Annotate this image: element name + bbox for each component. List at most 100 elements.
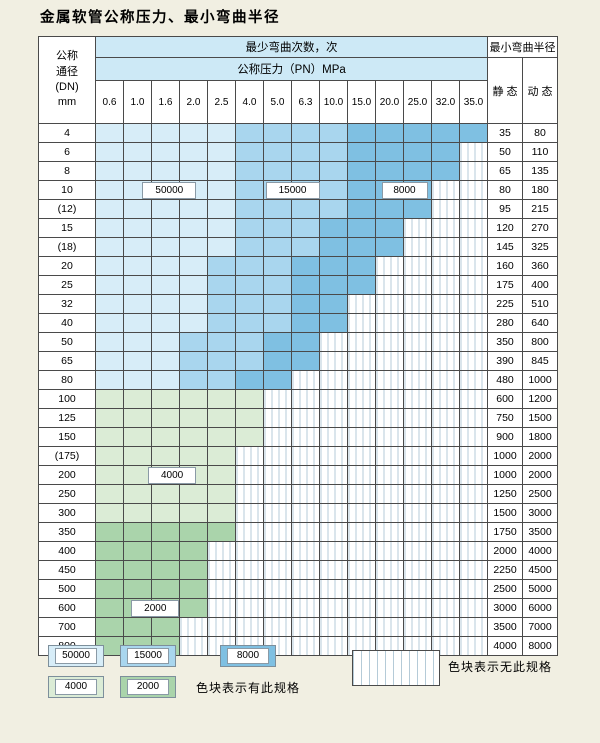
cycle-cell-8000 <box>375 123 404 143</box>
cycle-cell-4000 <box>151 446 180 466</box>
no-spec-cell <box>431 199 460 219</box>
cycle-cell-15000 <box>235 199 264 219</box>
no-spec-cell <box>235 560 264 580</box>
no-spec-cell <box>179 617 208 637</box>
no-spec-cell <box>403 446 432 466</box>
cycle-cell-50000 <box>179 275 208 295</box>
cycle-cell-8000 <box>347 237 376 257</box>
no-spec-cell <box>431 237 460 257</box>
no-spec-cell <box>459 617 488 637</box>
cycle-cell-4000 <box>235 389 264 409</box>
no-spec-cell <box>403 598 432 618</box>
cycle-cell-15000 <box>207 332 236 352</box>
cycle-cell-15000 <box>235 237 264 257</box>
cycle-cell-50000 <box>179 256 208 276</box>
cycle-cell-4000 <box>95 389 124 409</box>
cycle-cell-15000 <box>291 123 320 143</box>
no-spec-cell <box>459 541 488 561</box>
cycle-cell-15000 <box>319 199 348 219</box>
cycle-cell-15000 <box>235 142 264 162</box>
cycle-cell-2000 <box>95 541 124 561</box>
no-spec-cell <box>403 560 432 580</box>
no-spec-cell <box>319 370 348 390</box>
cycle-cell-50000 <box>95 180 124 200</box>
no-spec-cell <box>403 237 432 257</box>
legend-chip-8000: 8000 <box>220 645 276 667</box>
cycle-cell-15000 <box>179 332 208 352</box>
static-radius-cell: 50 <box>487 142 523 162</box>
table-row: 40 280 640 <box>38 313 558 333</box>
cycle-cell-4000 <box>123 408 152 428</box>
no-spec-cell <box>403 351 432 371</box>
cycle-cell-15000 <box>263 161 292 181</box>
cycle-cell-4000 <box>207 408 236 428</box>
no-spec-cell <box>431 275 460 295</box>
no-spec-cell <box>431 446 460 466</box>
legend-row-has-spec-blue: 50000 15000 8000 <box>48 645 368 667</box>
no-spec-cell <box>459 636 488 656</box>
dn-cell: 15 <box>38 218 96 238</box>
no-spec-cell <box>291 465 320 485</box>
table-row: 300 1500 3000 <box>38 503 558 523</box>
legend-chip-4000: 4000 <box>48 676 104 698</box>
no-spec-cell <box>403 389 432 409</box>
table-row: 15 120 270 <box>38 218 558 238</box>
no-spec-cell <box>459 389 488 409</box>
no-spec-cell <box>347 465 376 485</box>
no-spec-cell <box>459 370 488 390</box>
cycle-cell-50000 <box>207 161 236 181</box>
cycle-cell-8000 <box>403 161 432 181</box>
dn-header-line: (DN) <box>55 81 79 93</box>
cycle-cell-8000 <box>347 218 376 238</box>
cycle-cell-2000 <box>95 560 124 580</box>
pn-column-header: 1.6 <box>151 80 180 124</box>
legend-chip-label: 8000 <box>227 648 269 664</box>
dn-cell: 65 <box>38 351 96 371</box>
no-spec-cell <box>207 598 236 618</box>
dn-cell: 40 <box>38 313 96 333</box>
no-spec-cell <box>459 332 488 352</box>
no-spec-cell <box>375 579 404 599</box>
cycle-cell-50000 <box>207 237 236 257</box>
dn-cell: 125 <box>38 408 96 428</box>
no-spec-cell <box>319 332 348 352</box>
dn-cell: 400 <box>38 541 96 561</box>
no-spec-cell <box>431 465 460 485</box>
dn-cell: 20 <box>38 256 96 276</box>
cycle-cell-8000 <box>403 123 432 143</box>
cycle-cell-50000 <box>151 370 180 390</box>
cycle-cell-4000 <box>95 484 124 504</box>
no-spec-cell <box>459 503 488 523</box>
no-spec-cell <box>431 180 460 200</box>
static-radius-cell: 95 <box>487 199 523 219</box>
dn-cell: 4 <box>38 123 96 143</box>
static-radius-cell: 600 <box>487 389 523 409</box>
static-radius-cell: 65 <box>487 161 523 181</box>
cycle-cell-8000 <box>403 142 432 162</box>
cycle-cell-50000 <box>207 218 236 238</box>
static-radius-cell: 3500 <box>487 617 523 637</box>
table-row: 150 900 1800 <box>38 427 558 447</box>
dn-cell: 200 <box>38 465 96 485</box>
cycle-cell-15000 <box>235 313 264 333</box>
table-row: 400 2000 4000 <box>38 541 558 561</box>
cycle-cell-15000 <box>263 142 292 162</box>
pn-column-header: 15.0 <box>347 80 376 124</box>
static-radius-cell: 3000 <box>487 598 523 618</box>
no-spec-cell <box>235 484 264 504</box>
cycle-cell-50000 <box>123 199 152 219</box>
legend-chip-label: 50000 <box>55 648 97 664</box>
cycle-cell-15000 <box>291 218 320 238</box>
no-spec-cell <box>459 446 488 466</box>
no-spec-cell <box>375 598 404 618</box>
cycle-cell-2000 <box>179 522 208 542</box>
cycle-cell-2000 <box>151 522 180 542</box>
no-spec-cell <box>375 465 404 485</box>
cycle-cell-50000 <box>151 313 180 333</box>
cycle-cell-4000 <box>179 408 208 428</box>
table-row: 50 350 800 <box>38 332 558 352</box>
cycle-cell-50000 <box>151 218 180 238</box>
cycle-cell-2000 <box>151 560 180 580</box>
static-radius-cell: 175 <box>487 275 523 295</box>
no-spec-label: 色块表示无此规格 <box>448 660 553 674</box>
